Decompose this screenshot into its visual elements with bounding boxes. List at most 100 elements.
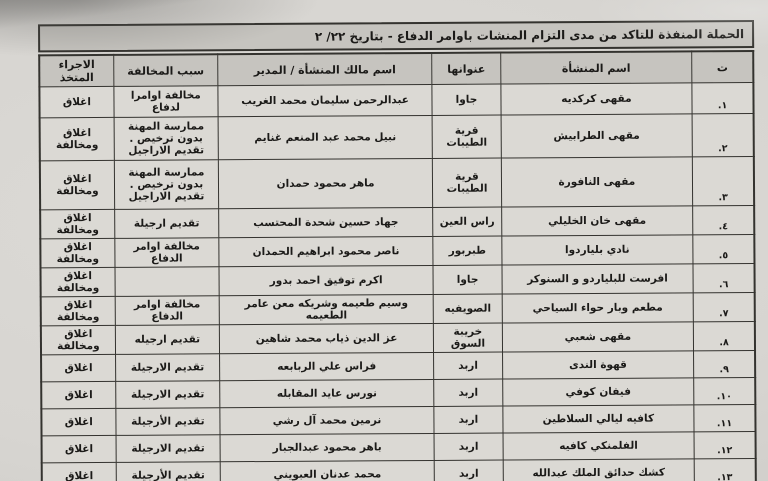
cell-owner-manager: نرمين محمد آل رشي — [219, 406, 435, 435]
cell-index: ٣. — [692, 156, 755, 206]
cell-index: ١٠. — [693, 377, 756, 405]
cell-address: جاوا — [432, 84, 501, 116]
cell-establishment-name: مقهى الطرابيش — [500, 113, 693, 159]
cell-establishment-name: مطعم وبار حواء السياحي — [501, 292, 694, 324]
cell-establishment-name: نادي بلياردوا — [501, 234, 694, 266]
cell-action-taken: اغلاق — [41, 462, 117, 481]
cell-index: ٤. — [692, 205, 755, 235]
cell-index: ٧. — [693, 292, 755, 322]
report-sheet: الحملة المنفذة للتاكد من مدى التزام المن… — [38, 20, 758, 481]
cell-establishment-name: مقهى كركديه — [500, 82, 693, 116]
cell-violation-reason: تقديم الأرجيلة — [115, 407, 221, 436]
table-row: ٤. مقهى خان الخليلي راس العين جهاد حسين … — [40, 205, 755, 239]
cell-establishment-name: قهوة الندى — [502, 350, 694, 380]
cell-owner-manager: باهر محمود عبدالجبار — [220, 433, 435, 462]
cell-action-taken: اغلاق — [41, 354, 116, 382]
cell-index: ٦. — [693, 263, 755, 293]
cell-establishment-name: مقهى خان الخليلي — [501, 205, 693, 237]
col-header-owner-manager: اسم مالك المنشأة / المدير — [217, 52, 433, 86]
cell-address: اربد — [433, 379, 503, 407]
cell-owner-manager: عبدالرحمن سليمان محمد الغريب — [217, 84, 433, 117]
table-row: ١١. كافيه ليالي السلاطين اربد نرمين محمد… — [41, 404, 756, 436]
cell-address: اربد — [434, 433, 503, 461]
cell-action-taken: اغلاق — [41, 435, 116, 463]
cell-index: ٨. — [693, 321, 756, 351]
cell-owner-manager: جهاد حسين شحدة المحتسب — [218, 207, 434, 238]
cell-action-taken: اغلاق ومخالفة — [40, 296, 116, 326]
table-row: ١٢. الفلمنكي كافيه اربد باهر محمود عبدال… — [41, 431, 756, 463]
table-row: ١. مقهى كركديه جاوا عبدالرحمن سليمان محم… — [39, 82, 754, 118]
cell-address: جاوا — [433, 265, 502, 295]
cell-address: اربد — [433, 352, 503, 380]
table-row: ٢. مقهى الطرابيش قرية الطيبات نبيل محمد … — [39, 113, 754, 161]
table-row: ٣. مقهى النافورة قرية الطيبات ماهر محمود… — [39, 156, 755, 210]
cell-index: ٩. — [693, 350, 756, 378]
cell-address: قرية الطيبات — [432, 115, 502, 159]
cell-action-taken: اغلاق ومخالفة — [40, 325, 116, 355]
cell-violation-reason: ممارسة المهنة بدون ترخيص . تقديم الاراجي… — [114, 159, 219, 210]
table-row: ٦. افرست للبلياردو و السنوكر جاوا اكرم ت… — [40, 263, 755, 297]
table-row: ٨. مقهى شعبي خريبة السوق عز الدين ذياب م… — [40, 321, 756, 355]
cell-index: ١٣. — [694, 458, 756, 481]
cell-action-taken: اغلاق — [41, 408, 116, 436]
cell-establishment-name: افرست للبلياردو و السنوكر — [501, 263, 694, 295]
cell-address: اربد — [434, 460, 504, 481]
cell-action-taken: اغلاق — [41, 381, 116, 409]
cell-establishment-name: مقهى النافورة — [501, 156, 693, 208]
cell-establishment-name: الفلمنكي كافيه — [502, 431, 695, 461]
cell-owner-manager: ماهر محمود حمدان — [218, 158, 433, 209]
cell-owner-manager: نورس عايد المقابله — [219, 379, 435, 408]
cell-index: ٢. — [692, 113, 754, 157]
cell-address: خريبة السوق — [433, 323, 503, 353]
cell-establishment-name: كافيه ليالي السلاطين — [502, 404, 695, 434]
cell-action-taken: اغلاق — [39, 86, 114, 118]
cell-violation-reason: تقديم ارجيله — [115, 324, 220, 355]
table-row: ٥. نادي بلياردوا طبربور ناصر محمود ابراه… — [40, 234, 755, 268]
cell-action-taken: اغلاق ومخالفة — [40, 209, 115, 239]
cell-index: ١١. — [693, 404, 756, 432]
cell-address: قرية الطيبات — [432, 158, 502, 208]
cell-owner-manager: ناصر محمود ابراهيم الحمدان — [218, 236, 434, 267]
table-row: ١٣. كشك حدائق الملك عبدالله اربد محمد عد… — [41, 458, 756, 481]
col-header-address: عنوانها — [431, 52, 501, 85]
cell-owner-manager: نبيل محمد عبد المنعم غنايم — [218, 115, 433, 160]
cell-establishment-name: مقهى شعبي — [502, 321, 694, 353]
cell-violation-reason — [114, 266, 220, 297]
cell-index: ١٢. — [694, 431, 756, 459]
cell-address: اربد — [434, 406, 503, 434]
cell-action-taken: اغلاق ومخالفة — [40, 267, 115, 297]
cell-violation-reason: مخالفة اوامر الدفاع — [114, 237, 220, 268]
cell-violation-reason: تقديم الارجيلة — [115, 353, 220, 382]
cell-violation-reason: ممارسة المهنة بدون ترخيص . تقديم الاراجي… — [113, 116, 219, 161]
cell-violation-reason: تقديم ارجيلة — [114, 208, 219, 239]
cell-violation-reason: مخالفة اوامرا لدفاع — [113, 85, 219, 118]
col-header-establishment-name: اسم المنشأة — [500, 51, 692, 85]
col-header-violation-reason: سبب المخالفة — [113, 54, 218, 87]
cell-action-taken: اغلاق ومخالفة — [39, 117, 115, 161]
cell-owner-manager: وسيم طعيمه وشريكه معن عامر الطعيمه — [219, 294, 434, 325]
cell-establishment-name: كشك حدائق الملك عبدالله — [502, 458, 695, 481]
cell-owner-manager: اكرم توفيق احمد بدور — [219, 265, 434, 296]
cell-owner-manager: عز الدين ذياب محمد شاهين — [219, 323, 434, 354]
cell-owner-manager: محمد عدنان العبويني — [220, 460, 435, 481]
col-header-action-taken: الاجراء المتخذ — [39, 54, 114, 87]
cell-index: ٥. — [692, 234, 755, 264]
col-header-index: ت — [691, 51, 754, 83]
cell-establishment-name: فيفان كوفي — [502, 377, 694, 407]
cell-violation-reason: تقديم الارجيلة — [115, 434, 221, 463]
cell-address: طبربور — [433, 236, 502, 266]
table-body: ١. مقهى كركديه جاوا عبدالرحمن سليمان محم… — [39, 82, 756, 481]
cell-violation-reason: تقديم الارجيلة — [115, 380, 220, 409]
cell-violation-reason: تقديم الأرجيلة — [115, 461, 221, 481]
cell-address: راس العين — [432, 207, 502, 237]
campaign-title-bar: الحملة المنفذة للتاكد من مدى التزام المن… — [38, 20, 755, 53]
cell-address: الصويفيه — [433, 294, 503, 324]
table-row: ٧. مطعم وبار حواء السياحي الصويفيه وسيم … — [40, 292, 755, 326]
cell-owner-manager: فراس علي الربابعه — [219, 352, 434, 381]
inspection-table: ت اسم المنشأة عنوانها اسم مالك المنشأة /… — [38, 49, 758, 481]
table-header-row: ت اسم المنشأة عنوانها اسم مالك المنشأة /… — [39, 51, 754, 87]
cell-action-taken: اغلاق ومخالفة — [39, 160, 115, 210]
cell-violation-reason: مخالفة اوامر الدفاع — [114, 295, 220, 326]
campaign-title-text: الحملة المنفذة للتاكد من مدى التزام المن… — [314, 27, 745, 44]
